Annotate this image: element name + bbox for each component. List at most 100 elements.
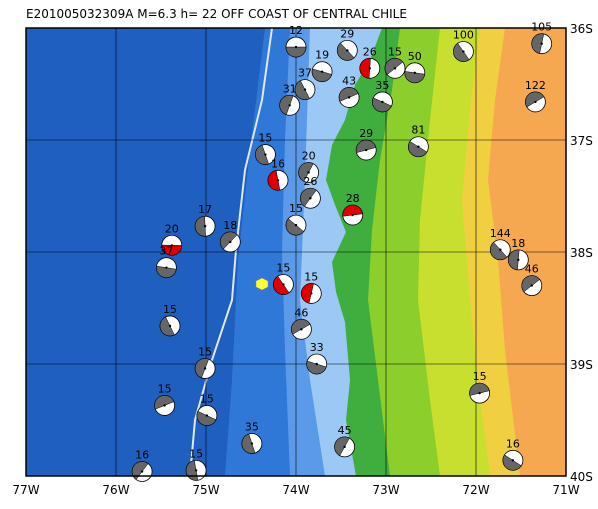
focal-mechanism [241, 433, 263, 454]
beachball-axis [194, 469, 198, 472]
focal-mechanism [131, 461, 153, 482]
depth-label: 15 [158, 382, 172, 395]
beachball-axis [307, 171, 310, 174]
beachball-axis [203, 225, 207, 228]
depth-label: 15 [473, 370, 487, 383]
focal-mechanism [290, 318, 312, 340]
depth-label: 18 [223, 219, 237, 232]
beachball-axis [300, 328, 303, 331]
focal-mechanism [267, 169, 289, 191]
focal-mechanism [300, 283, 322, 304]
beachball-compression [196, 410, 217, 426]
x-tick-label: 72W [462, 483, 489, 497]
beachball-compression [453, 42, 470, 62]
focal-mechanism [272, 274, 294, 295]
focal-mechanism [155, 257, 177, 279]
beachball-compression [384, 58, 404, 75]
depth-label: 15 [304, 270, 318, 283]
depth-label: 16 [135, 449, 149, 462]
focal-mechanism [334, 436, 356, 458]
focal-mechanism [298, 162, 320, 183]
beachball-compression [355, 139, 377, 153]
beachball-axis [351, 213, 354, 217]
axis-labels: 77W 76W 75W 74W 73W 72W 71W 36S 37S 38S 39S 40S [12, 22, 592, 497]
beachball-axis [511, 459, 515, 462]
beachball-axis [250, 442, 254, 445]
y-tick-label: 39S [570, 358, 593, 372]
beachball-axis [229, 240, 232, 244]
beachball-axis [303, 88, 307, 91]
depth-label: 46 [294, 306, 308, 319]
beachball-compression [372, 97, 392, 113]
focal-mechanism [371, 91, 393, 113]
depth-label: 15 [289, 202, 303, 215]
beachball-axis [346, 49, 349, 52]
beachball-axis [294, 223, 298, 227]
beachball-compression [298, 162, 314, 182]
x-tick-label: 77W [12, 483, 39, 497]
beachball-compression [131, 461, 149, 480]
map-title: E201005032309A M=6.3 h= 22 OFF COAST OF … [26, 7, 407, 21]
beachball-axis [393, 67, 397, 70]
x-tick-label: 75W [192, 483, 219, 497]
beachball-compression [408, 141, 428, 157]
focal-mechanism [452, 41, 474, 62]
depth-label: 15 [258, 132, 272, 145]
beachball-compression [469, 382, 490, 396]
beachball-compression [194, 215, 206, 237]
y-tick-label: 40S [570, 470, 593, 484]
focal-mechanism [338, 87, 360, 108]
depth-label: 15 [163, 303, 177, 316]
focal-mechanism [299, 187, 321, 209]
beachball-compression [255, 144, 269, 165]
beachball-axis [478, 391, 481, 395]
beachball-axis [530, 284, 533, 287]
depth-label: 16 [271, 157, 285, 170]
beachball-axis [315, 362, 318, 366]
depth-label: 15 [189, 447, 203, 460]
beachball-axis [517, 258, 520, 262]
depth-label: 81 [411, 124, 425, 137]
depth-label: 37 [159, 245, 173, 258]
focal-mechanism [342, 204, 364, 226]
beachball-compression [508, 249, 520, 271]
depth-label: 26 [363, 45, 377, 58]
focal-mechanism [359, 57, 381, 79]
beachball-axis [309, 197, 312, 200]
beachball-compression [220, 231, 238, 250]
x-tick-label: 74W [282, 483, 309, 497]
focal-mechanism [311, 61, 333, 83]
beachball-compression [337, 42, 355, 61]
beachball-compression [334, 436, 350, 456]
beachball-compression [267, 170, 281, 191]
focal-mechanism [306, 353, 328, 375]
beachball-compression [156, 265, 177, 278]
beachball-axis [343, 445, 346, 449]
beachball-compression [273, 275, 290, 295]
focal-mechanism [154, 395, 176, 416]
beachball-compression [154, 395, 175, 410]
focal-mechanism [469, 382, 491, 404]
depth-label: 100 [453, 29, 474, 42]
y-tick-label: 36S [570, 22, 593, 36]
focal-mechanism [161, 234, 183, 256]
beachball-compression [161, 244, 183, 256]
focal-mechanism [194, 215, 216, 237]
beachball-axis [310, 292, 313, 295]
beachball-axis [170, 244, 173, 247]
beachball-axis [540, 42, 543, 45]
beachball-compression [285, 218, 305, 236]
beachball-compression [291, 319, 311, 335]
depth-label: 50 [408, 50, 422, 63]
beachball-axis [163, 404, 166, 407]
depth-label: 43 [342, 74, 356, 87]
beachball-axis [264, 153, 267, 156]
beachball-compression [338, 87, 359, 102]
beachball-axis [165, 266, 168, 269]
focal-mechanism [384, 57, 406, 79]
focal-mechanism [254, 144, 276, 165]
beachball-axis [534, 100, 537, 104]
x-tick-label: 76W [102, 483, 129, 497]
depth-label: 33 [310, 341, 324, 354]
